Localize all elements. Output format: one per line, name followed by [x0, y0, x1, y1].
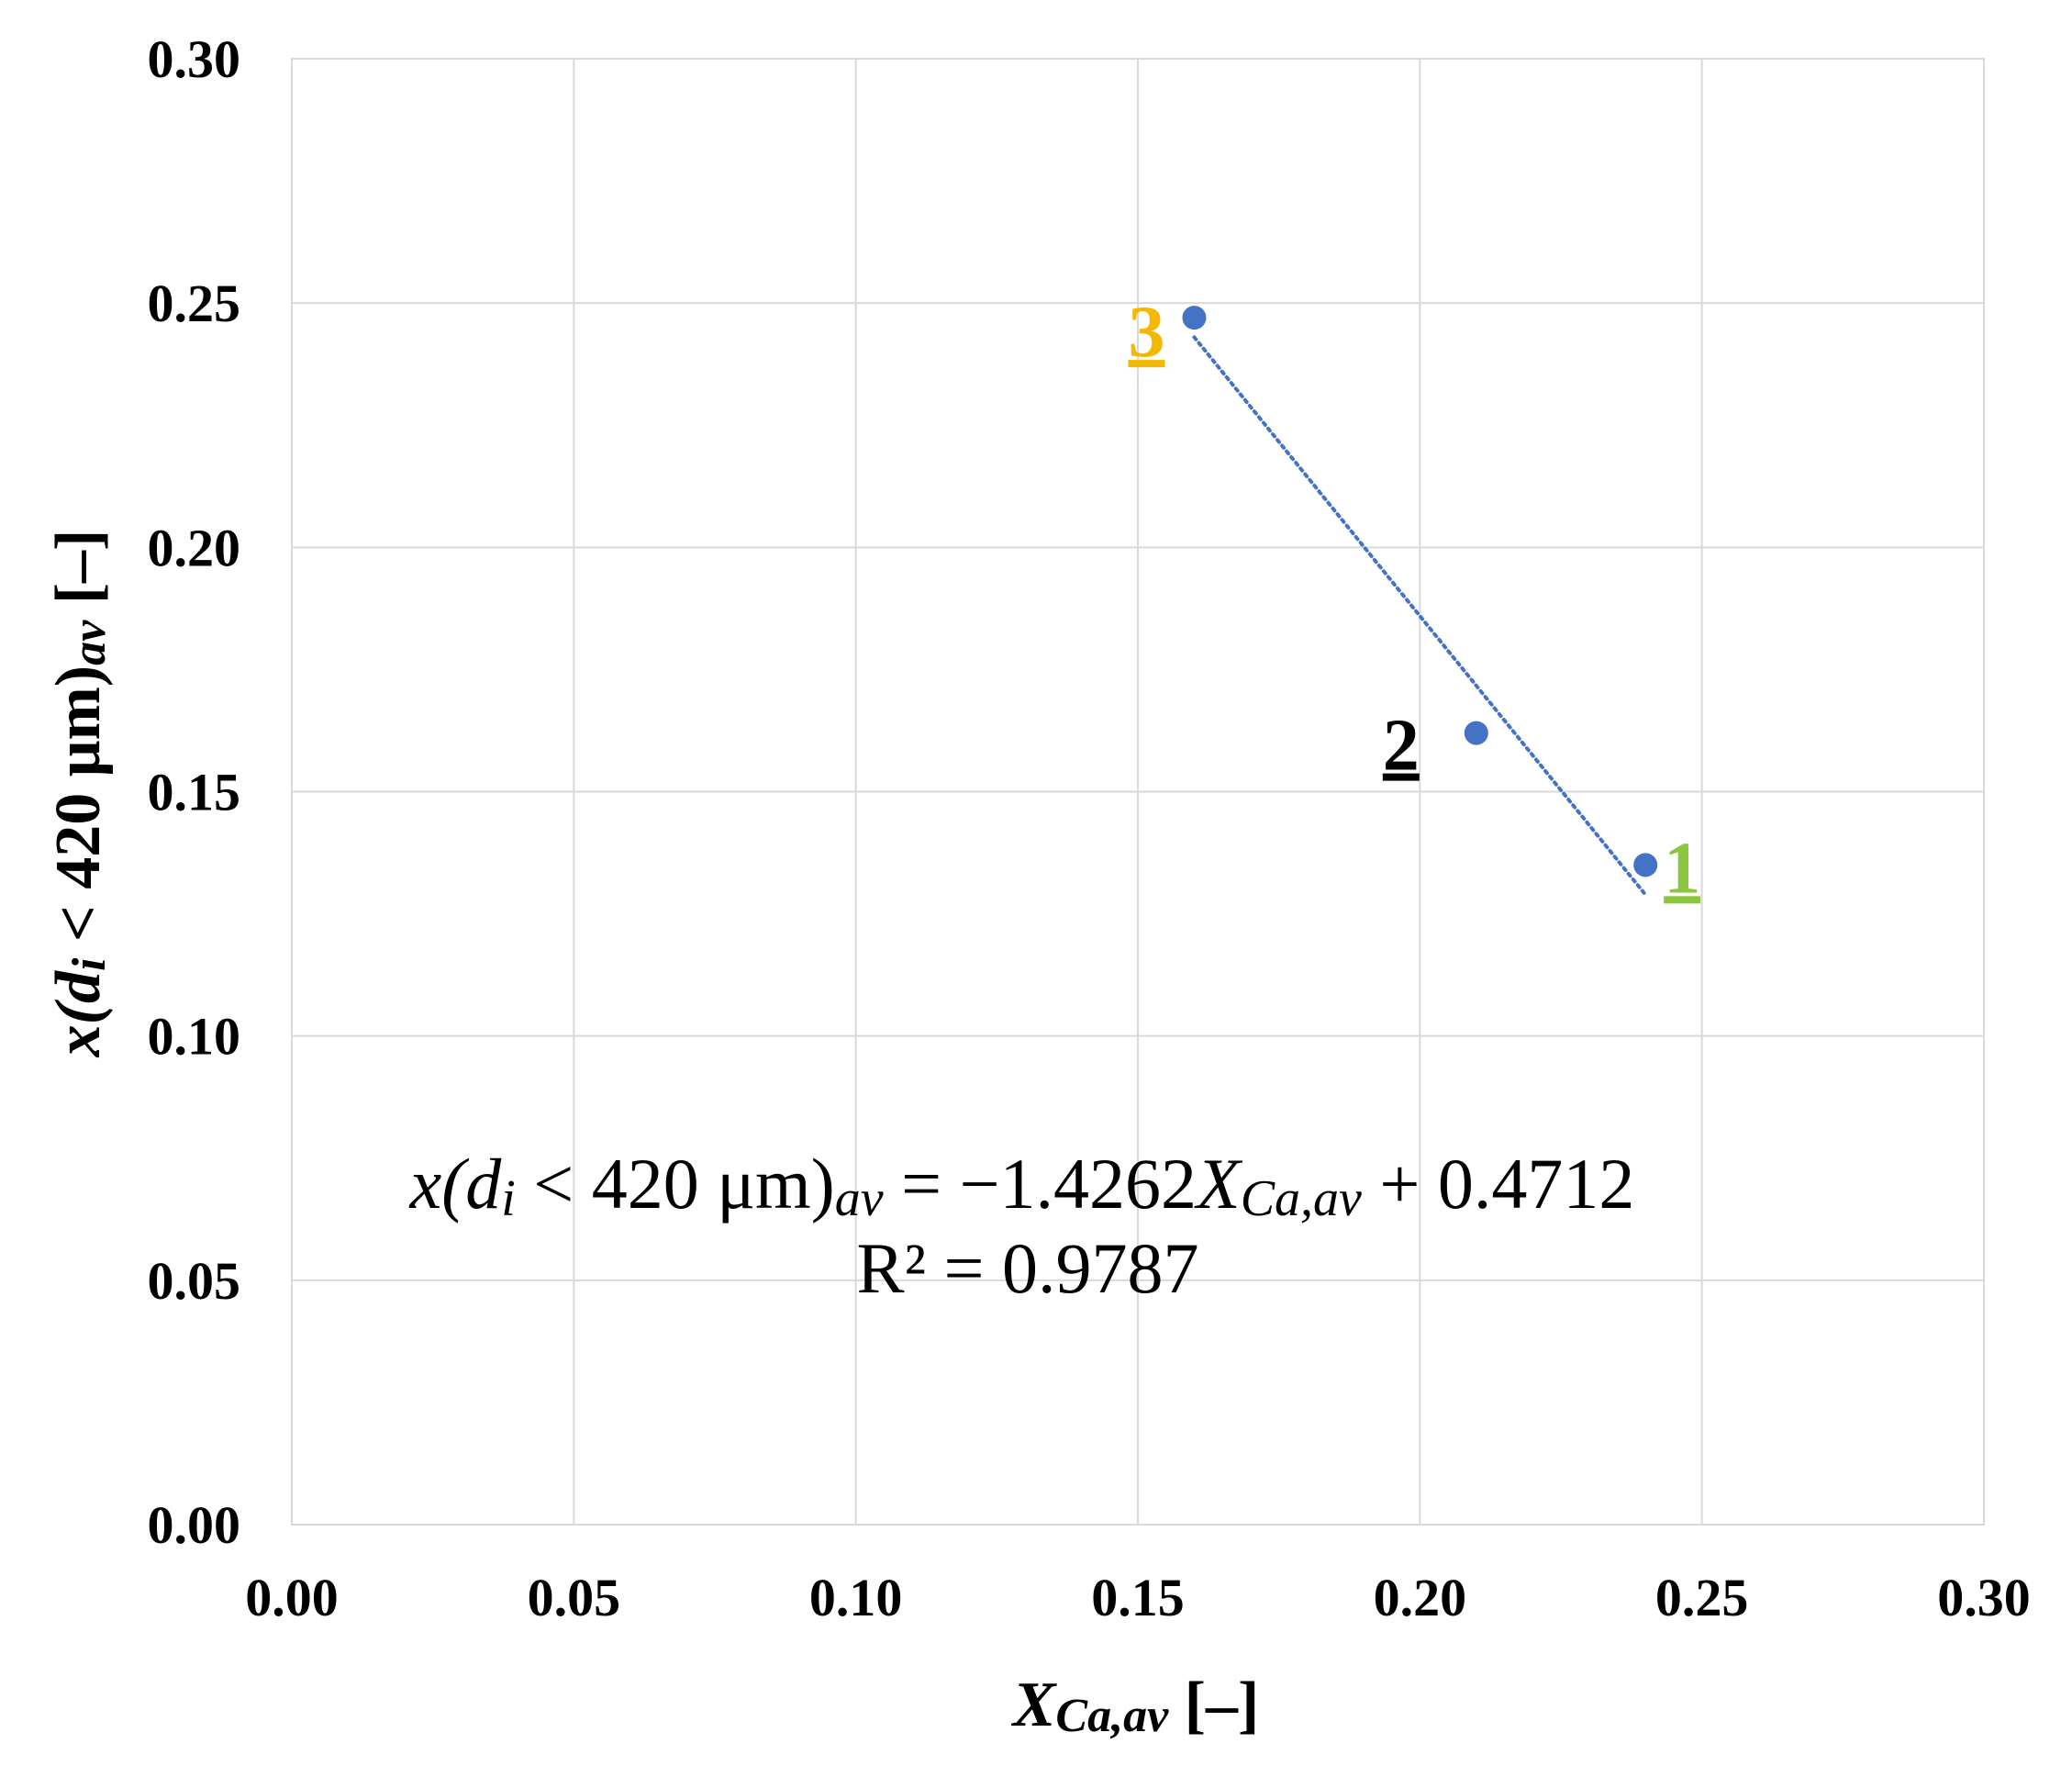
y-axis-ticks: 0.00 0.05 0.10 0.15 0.20 0.25 0.30 [148, 29, 241, 1555]
x-tick-label: 0.00 [245, 1568, 339, 1627]
y-tick-label: 0.15 [148, 763, 241, 822]
trendline [1192, 335, 1648, 897]
y-tick-label: 0.05 [148, 1251, 241, 1311]
data-point-3 [1182, 306, 1207, 330]
r-squared-label: R² = 0.9787 [857, 1228, 1199, 1308]
data-points [1182, 306, 1658, 877]
data-point-2 [1464, 721, 1488, 745]
plot-area [291, 58, 1985, 1526]
point-label-2: 2 [1383, 706, 1420, 787]
x-axis-title: XCa,av [–] [1011, 1670, 1260, 1742]
x-tick-label: 0.10 [809, 1568, 903, 1627]
trendline-equation: x(di < 420 μm)av = −1.4262XCa,av + 0.471… [409, 1144, 1635, 1227]
point-label-3: 3 [1128, 292, 1164, 373]
y-tick-label: 0.25 [148, 274, 241, 333]
data-point-1 [1633, 853, 1658, 877]
x-tick-label: 0.05 [528, 1568, 621, 1627]
x-tick-label: 0.15 [1091, 1568, 1185, 1627]
y-tick-label: 0.30 [148, 29, 241, 89]
y-axis-title: x(di < 420 μm)av [–] [43, 530, 116, 1058]
x-tick-label: 0.30 [1937, 1568, 2031, 1627]
x-axis-ticks: 0.00 0.05 0.10 0.15 0.20 0.25 0.30 [245, 1568, 2031, 1627]
y-tick-label: 0.00 [148, 1495, 241, 1555]
point-label-1: 1 [1664, 828, 1700, 909]
y-tick-label: 0.10 [148, 1007, 241, 1067]
plot-border [291, 58, 1985, 1526]
y-tick-label: 0.20 [148, 518, 241, 577]
x-tick-label: 0.25 [1655, 1568, 1749, 1627]
trendline-line [1192, 335, 1648, 897]
point-labels: 1 2 3 [1128, 292, 1700, 909]
x-tick-label: 0.20 [1374, 1568, 1467, 1627]
